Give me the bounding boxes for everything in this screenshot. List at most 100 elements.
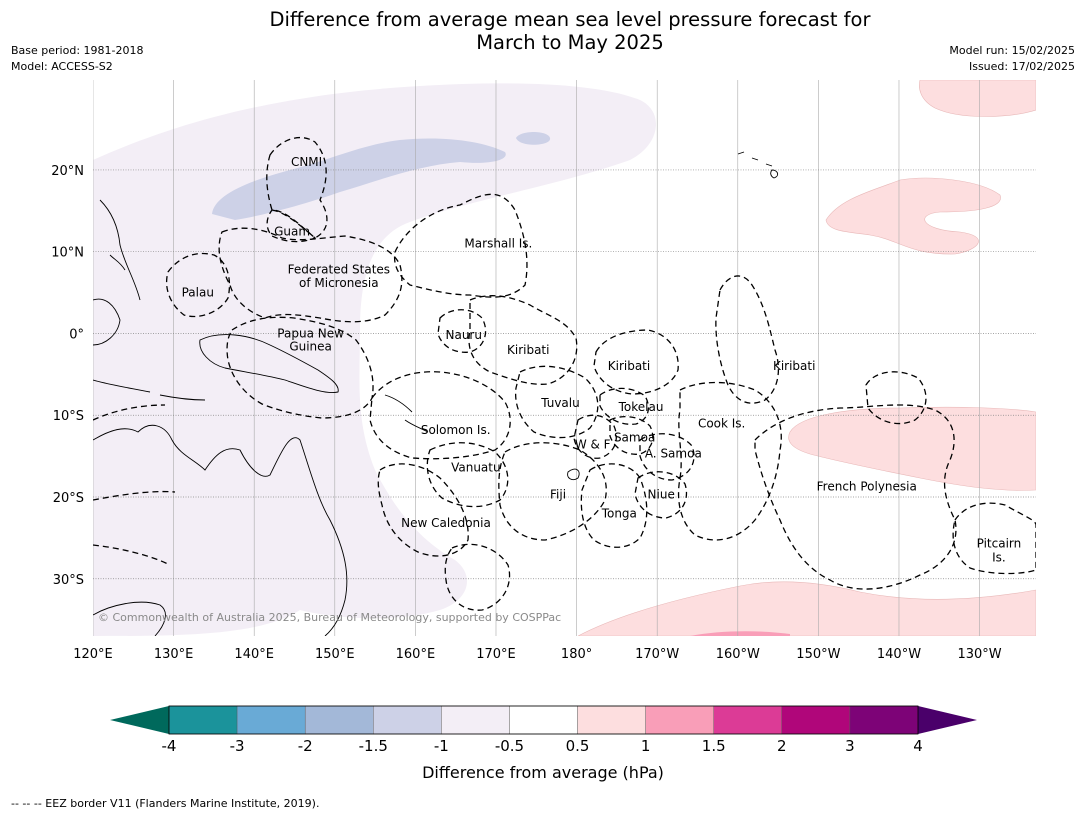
eez-footnote: -- -- -- EEZ border V11 (Flanders Marine… <box>11 797 320 810</box>
anomaly-region-far-south <box>577 581 1036 636</box>
model-name: Model: ACCESS-S2 <box>11 60 113 73</box>
colorbar-tick-label: 1.5 <box>702 737 726 755</box>
colorbar-high-extension <box>918 706 977 734</box>
colorbar-tick-label: -2 <box>298 737 313 755</box>
anomaly-region-north-core <box>212 138 506 220</box>
eez-nauru <box>437 309 487 353</box>
anomaly-region-northeast <box>919 80 1036 117</box>
colorbar-bin <box>509 705 578 735</box>
anomaly-region-south-pacific <box>788 406 1036 491</box>
colorbar-tick-label: 1 <box>641 737 651 755</box>
latitude-tick-label: 10°N <box>51 246 84 261</box>
longitude-tick-label: 130°E <box>154 647 194 662</box>
place-label: A. Samoa <box>645 447 702 461</box>
eez-solomon <box>369 371 511 460</box>
place-label: of Micronesia <box>299 276 379 290</box>
longitude-tick-label: 150°E <box>315 647 355 662</box>
place-label: Cook Is. <box>698 416 745 430</box>
colorbar-tick-label: -3 <box>230 737 245 755</box>
meta-left: Base period: 1981-2018 Model: ACCESS-S2 <box>11 43 143 75</box>
latitude-tick-label: 30°S <box>53 573 84 588</box>
eez-guam <box>266 209 317 243</box>
anomaly-region-hawaii-east <box>825 177 1001 255</box>
eez-kiribati-gilbert <box>468 295 578 385</box>
place-label: Palau <box>182 286 214 300</box>
place-label: Kiribati <box>507 343 549 357</box>
colorbar-bin <box>781 705 851 735</box>
place-label: Tokelau <box>618 400 664 414</box>
gridlines <box>93 80 1036 636</box>
place-label: Is. <box>992 551 1006 565</box>
longitude-tick-label: 120°E <box>73 647 113 662</box>
eez-samoa <box>609 415 654 455</box>
latitude-tick-label: 20°N <box>51 164 84 179</box>
longitude-tick-label: 160°E <box>396 647 436 662</box>
longitude-labels: 120°E 130°E 140°E 150°E 160°E 170°E 180° 170°W 1… <box>73 647 1002 662</box>
coastline-borneo <box>93 298 121 346</box>
colorbar-tick-label: -1.5 <box>359 737 388 755</box>
colorbar-bin <box>168 705 238 735</box>
eez-palau <box>166 252 231 318</box>
place-label: Kiribati <box>773 359 815 373</box>
anomaly-region-far-south-core <box>690 631 790 636</box>
place-label: French Polynesia <box>817 479 917 493</box>
place-label: Papua New <box>277 326 344 340</box>
longitude-tick-label: 170°W <box>635 647 679 662</box>
eez-cnmi <box>266 137 328 239</box>
place-label: Samoa <box>614 430 655 444</box>
eez-pitcairn <box>952 502 1036 575</box>
chart-title-line-2: March to May 2025 <box>476 31 664 54</box>
eez-marshall <box>393 193 528 298</box>
coastline-nz <box>93 601 166 636</box>
longitude-tick-label: 170°E <box>476 647 516 662</box>
coastline-solomon <box>384 394 429 433</box>
latitude-tick-label: 0° <box>69 327 84 342</box>
place-label: Tuvalu <box>540 396 580 410</box>
place-label: Tonga <box>601 506 637 520</box>
longitude-tick-label: 140°W <box>877 647 921 662</box>
coastline-hawaii <box>737 151 779 179</box>
colorbar-tick-label: -1 <box>434 737 449 755</box>
colorbar-bin <box>236 705 306 735</box>
latitude-tick-label: 20°S <box>53 491 84 506</box>
eez-niue <box>634 471 688 519</box>
eez-norfolk <box>444 543 511 611</box>
colorbar-low-extension <box>110 706 169 734</box>
eez-vanuatu <box>426 442 509 508</box>
longitude-tick-label: 140°E <box>234 647 274 662</box>
coastline-indonesia <box>93 379 206 401</box>
colorbar-bin <box>577 705 646 735</box>
place-label: Solomon Is. <box>421 423 491 437</box>
anomaly-region-west <box>93 83 656 636</box>
meta-right: Model run: 15/02/2025 Issued: 17/02/2025 <box>949 43 1075 75</box>
eez-boundaries <box>93 137 1036 611</box>
place-label: CNMI <box>291 155 322 169</box>
eez-asia-west <box>93 404 176 566</box>
chart-title-line-1: Difference from average mean sea level p… <box>269 8 871 31</box>
eez-tuvalu <box>514 365 599 439</box>
colorbar-bin <box>645 705 714 735</box>
colorbar-bin <box>441 705 510 735</box>
eez-tonga <box>580 463 648 548</box>
colorbar-tick-label: 4 <box>913 737 923 755</box>
place-label: Kiribati <box>608 359 650 373</box>
anomaly-region-north-core-2 <box>516 132 551 145</box>
place-label: Marshall Is. <box>464 237 532 251</box>
colorbar-bin <box>713 705 783 735</box>
eez-kiribati-line <box>715 275 779 404</box>
eez-cook <box>677 381 782 541</box>
longitude-tick-label: 180° <box>561 647 592 662</box>
place-label: Guam <box>274 224 310 238</box>
coastlines <box>93 151 779 636</box>
place-label: Niue <box>648 488 675 502</box>
place-label: Federated States <box>288 263 390 277</box>
coastline-philippines <box>99 199 141 301</box>
eez-new-caledonia <box>377 463 469 557</box>
colorbar-tick-label: 0.5 <box>566 737 590 755</box>
eez-french-polynesia-north <box>865 371 927 425</box>
place-label: Fiji <box>550 488 566 502</box>
coastline-new-guinea <box>199 334 339 393</box>
